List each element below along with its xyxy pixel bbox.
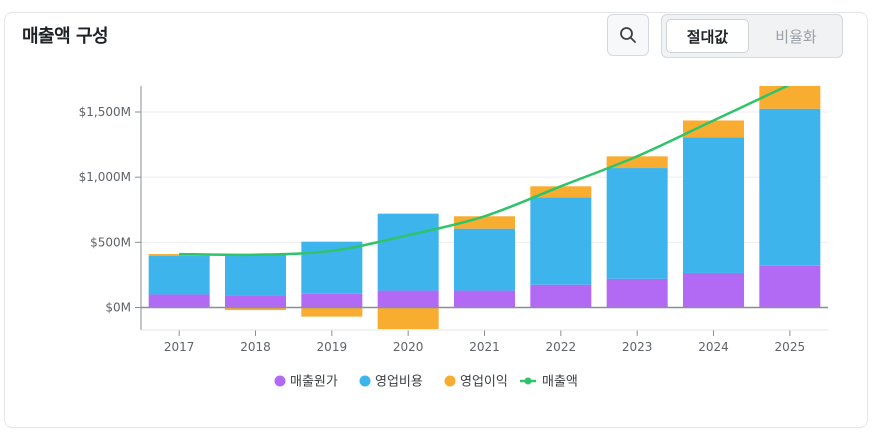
legend-label: 영업비용 [375,375,423,390]
bar-cost-of-sales[interactable] [377,290,439,308]
legend: 매출원가 영업비용 영업이익 매출액 [274,375,578,390]
bar-operating-income[interactable] [759,86,821,109]
bar-operating-expenses[interactable] [225,254,286,296]
search-icon [620,27,636,43]
bar-operating-income[interactable] [377,307,439,330]
bar-operating-expenses[interactable] [606,168,668,279]
bar-cost-of-sales[interactable] [606,278,668,308]
bar-operating-expenses[interactable] [683,137,744,273]
bar-cost-of-sales[interactable] [301,293,363,308]
bar-cost-of-sales[interactable] [759,265,821,308]
x-tick-label: 2024 [698,340,729,354]
bar-operating-expenses[interactable] [377,213,439,291]
x-tick-label: 2023 [622,340,653,354]
x-tick-label: 2019 [317,340,348,354]
bar-operating-expenses[interactable] [759,108,821,266]
legend-swatch [274,375,286,387]
bar-operating-income[interactable] [606,156,668,169]
bar-operating-income[interactable] [301,307,363,317]
bars [148,86,821,330]
x-tick-label: 2017 [164,340,195,354]
legend-line-marker [524,377,532,385]
y-tick-label: $1,000M [79,170,131,184]
bar-cost-of-sales[interactable] [225,295,286,308]
legend-item[interactable]: 영업이익 [444,375,508,390]
view-mode-toggle: 절대값 비율화 [661,14,843,58]
bar-cost-of-sales[interactable] [530,284,592,308]
bar-operating-expenses[interactable] [530,197,592,285]
legend-label: 매출원가 [290,375,338,390]
x-tick-label: 2022 [546,340,577,354]
axes: $0M $500M $1,000M $1,500M 2017 2018 2019 2020 20… [79,86,828,354]
legend-label: 영업이익 [460,375,508,390]
bar-cost-of-sales[interactable] [454,290,515,308]
revenue-line [179,85,790,257]
bar-operating-income[interactable] [454,216,515,229]
legend-label: 매출액 [542,375,578,390]
y-tick-label: $500M [90,235,131,249]
bar-operating-income[interactable] [225,307,286,311]
y-tick-label: $0M [105,301,131,315]
toggle-ratio[interactable]: 비율화 [775,27,817,46]
bar-operating-expenses[interactable] [148,256,210,295]
bar-cost-of-sales[interactable] [148,294,210,308]
chart-title: 매출액 구성 [22,26,109,47]
toggle-absolute[interactable]: 절대값 [666,19,749,53]
bar-operating-income[interactable] [530,186,592,198]
legend-item[interactable]: 영업비용 [359,375,423,390]
y-tick-label: $1,500M [79,105,131,119]
bar-operating-expenses[interactable] [301,241,363,294]
bar-operating-expenses[interactable] [454,228,515,291]
revenue-line-path[interactable] [179,85,790,257]
legend-item[interactable]: 매출액 [520,375,578,390]
x-tick-label: 2018 [240,340,271,354]
x-tick-label: 2025 [775,340,806,354]
legend-swatch [444,375,456,387]
legend-item[interactable]: 매출원가 [274,375,338,390]
bar-operating-income[interactable] [683,120,744,138]
bar-cost-of-sales[interactable] [683,272,744,308]
legend-swatch [359,375,371,387]
x-tick-label: 2021 [469,340,500,354]
search-button[interactable] [607,14,649,56]
x-tick-label: 2020 [393,340,424,354]
